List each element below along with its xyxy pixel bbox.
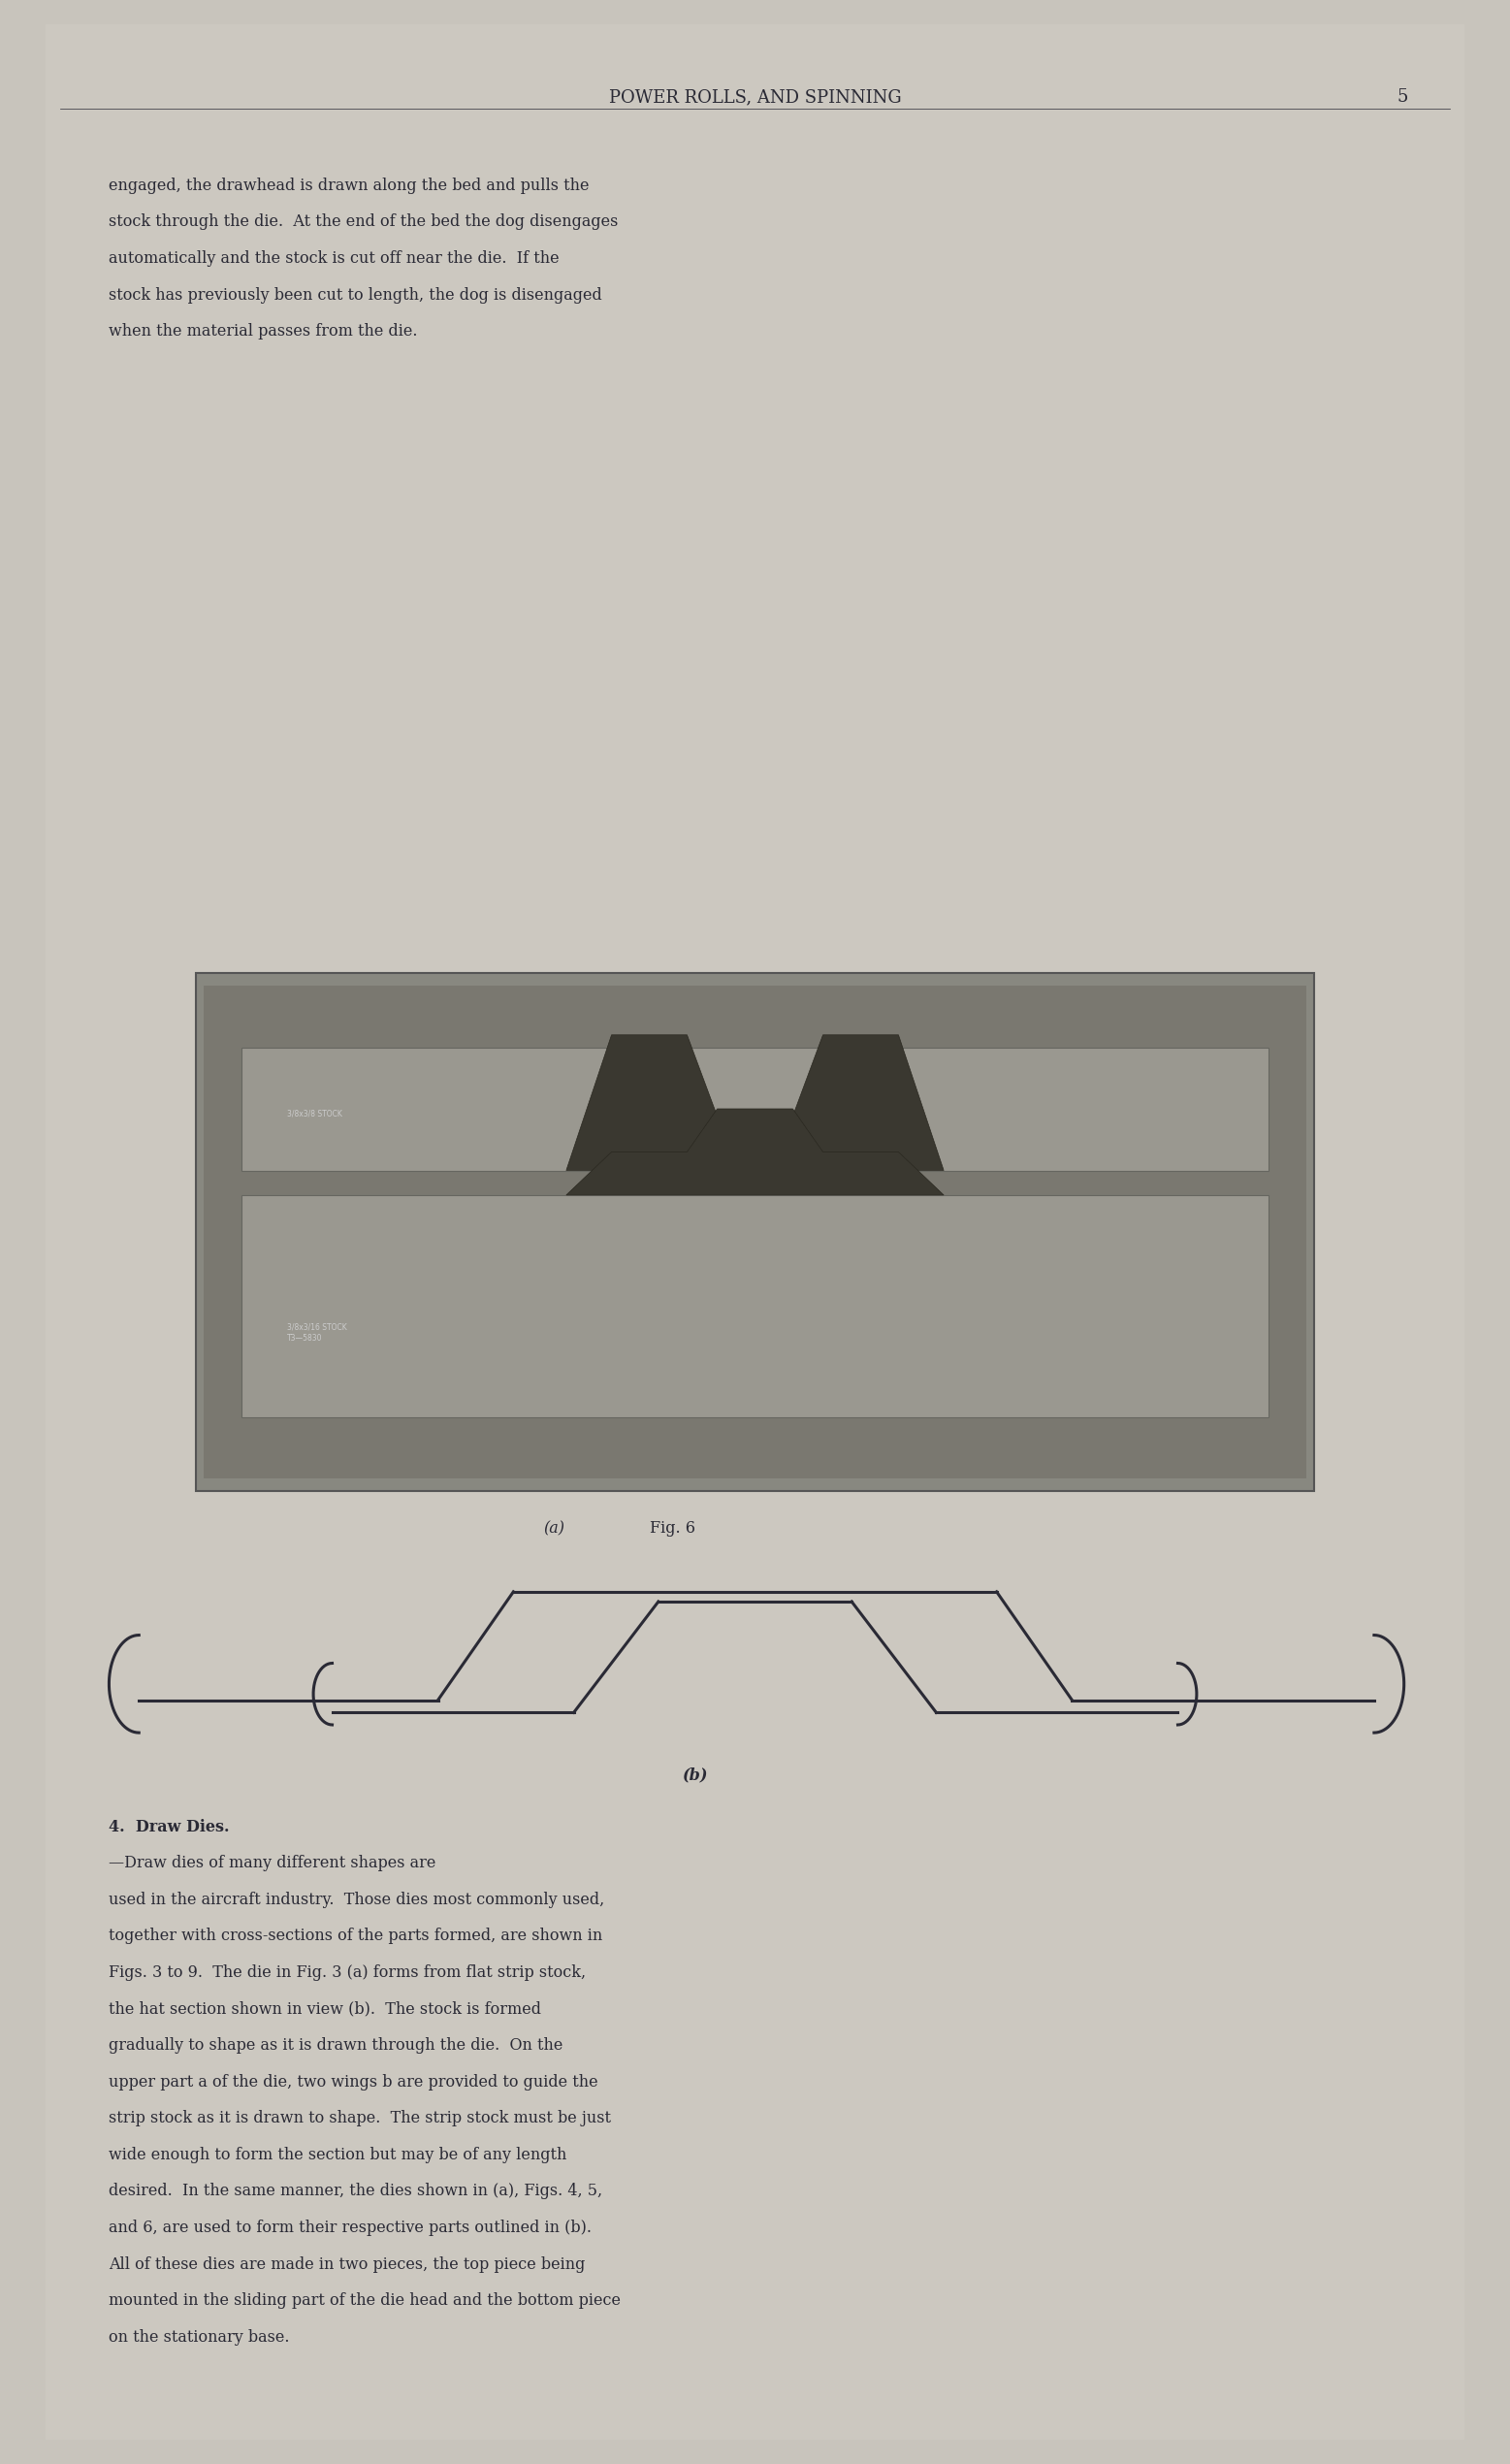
Text: and 6, are used to form their respective parts outlined in (b).: and 6, are used to form their respective… xyxy=(109,2220,592,2235)
Text: together with cross-sections of the parts formed, are shown in: together with cross-sections of the part… xyxy=(109,1927,602,1944)
Text: 4.  Draw Dies.: 4. Draw Dies. xyxy=(109,1818,230,1836)
FancyBboxPatch shape xyxy=(45,25,1465,2439)
Text: stock through the die.  At the end of the bed the dog disengages: stock through the die. At the end of the… xyxy=(109,214,618,229)
Text: when the material passes from the die.: when the material passes from the die. xyxy=(109,323,418,340)
Text: (b): (b) xyxy=(681,1767,708,1784)
Text: strip stock as it is drawn to shape.  The strip stock must be just: strip stock as it is drawn to shape. The… xyxy=(109,2109,612,2126)
Text: 3/8x3/8 STOCK: 3/8x3/8 STOCK xyxy=(287,1109,343,1119)
Text: desired.  In the same manner, the dies shown in (a), Figs. 4, 5,: desired. In the same manner, the dies sh… xyxy=(109,2183,602,2200)
Text: Fig. 6: Fig. 6 xyxy=(649,1520,695,1538)
Text: used in the aircraft industry.  Those dies most commonly used,: used in the aircraft industry. Those die… xyxy=(109,1892,604,1907)
Text: upper part a of the die, two wings b are provided to guide the: upper part a of the die, two wings b are… xyxy=(109,2075,598,2089)
Text: on the stationary base.: on the stationary base. xyxy=(109,2328,290,2346)
Bar xyxy=(204,986,1306,1478)
Text: wide enough to form the section but may be of any length: wide enough to form the section but may … xyxy=(109,2146,566,2163)
Text: mounted in the sliding part of the die head and the bottom piece: mounted in the sliding part of the die h… xyxy=(109,2292,621,2309)
Text: —Draw dies of many different shapes are: —Draw dies of many different shapes are xyxy=(109,1855,436,1870)
Bar xyxy=(196,973,1314,1491)
Text: automatically and the stock is cut off near the die.  If the: automatically and the stock is cut off n… xyxy=(109,251,559,266)
Text: 5: 5 xyxy=(1397,89,1407,106)
Text: stock has previously been cut to length, the dog is disengaged: stock has previously been cut to length,… xyxy=(109,286,602,303)
Bar xyxy=(242,1047,1268,1170)
Text: All of these dies are made in two pieces, the top piece being: All of these dies are made in two pieces… xyxy=(109,2257,586,2272)
Text: engaged, the drawhead is drawn along the bed and pulls the: engaged, the drawhead is drawn along the… xyxy=(109,177,589,195)
Text: gradually to shape as it is drawn through the die.  On the: gradually to shape as it is drawn throug… xyxy=(109,2038,563,2053)
Text: 3/8x3/16 STOCK
T3—5830: 3/8x3/16 STOCK T3—5830 xyxy=(287,1323,347,1343)
Bar xyxy=(242,1195,1268,1417)
Text: Figs. 3 to 9.  The die in Fig. 3 (a) forms from flat strip stock,: Figs. 3 to 9. The die in Fig. 3 (a) form… xyxy=(109,1964,586,1981)
Polygon shape xyxy=(566,1109,944,1195)
Text: (a): (a) xyxy=(544,1520,565,1538)
Text: the hat section shown in view (b).  The stock is formed: the hat section shown in view (b). The s… xyxy=(109,2001,541,2018)
Polygon shape xyxy=(566,1035,944,1170)
Text: POWER ROLLS, AND SPINNING: POWER ROLLS, AND SPINNING xyxy=(609,89,901,106)
